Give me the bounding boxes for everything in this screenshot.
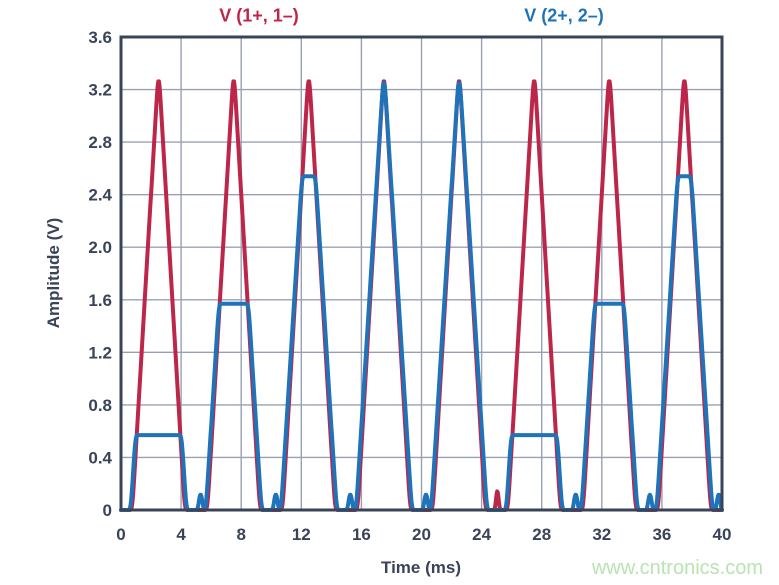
y-tick-label: 2.0 [88,238,112,257]
x-tick-label: 36 [652,525,671,544]
x-tick-label: 0 [116,525,125,544]
x-tick-label: 16 [352,525,371,544]
x-tick-label: 40 [713,525,732,544]
y-tick-label: 2.8 [88,133,112,152]
plot-border [119,35,724,512]
tick-labels: 0 4 8 12 16 20 24 28 32 36 40 0 0.4 0.8 1.2 1.6 2.0 2.4 2.… [88,28,731,544]
x-tick-label: 24 [472,525,491,544]
x-axis-title: Time (ms) [381,558,461,577]
legend-series-2-label: V (2+, 2–) [524,5,604,26]
y-tick-label: 3.2 [88,81,112,100]
y-tick-label: 3.6 [88,28,112,47]
y-tick-label: 1.2 [88,343,112,362]
x-tick-label: 12 [292,525,311,544]
x-tick-label: 8 [236,525,245,544]
x-tick-label: 28 [532,525,551,544]
x-tick-label: 32 [592,525,611,544]
x-tick-label: 20 [412,525,431,544]
y-tick-label: 2.4 [88,186,112,205]
watermark: www.cntronics.com [591,557,763,579]
x-tick-label: 4 [176,525,186,544]
legend-series-1-label: V (1+, 1–) [219,5,299,26]
y-tick-label: 0.8 [88,396,112,415]
y-tick-label: 0.4 [88,448,112,467]
y-tick-label: 1.6 [88,291,112,310]
y-tick-label: 0 [103,501,112,520]
